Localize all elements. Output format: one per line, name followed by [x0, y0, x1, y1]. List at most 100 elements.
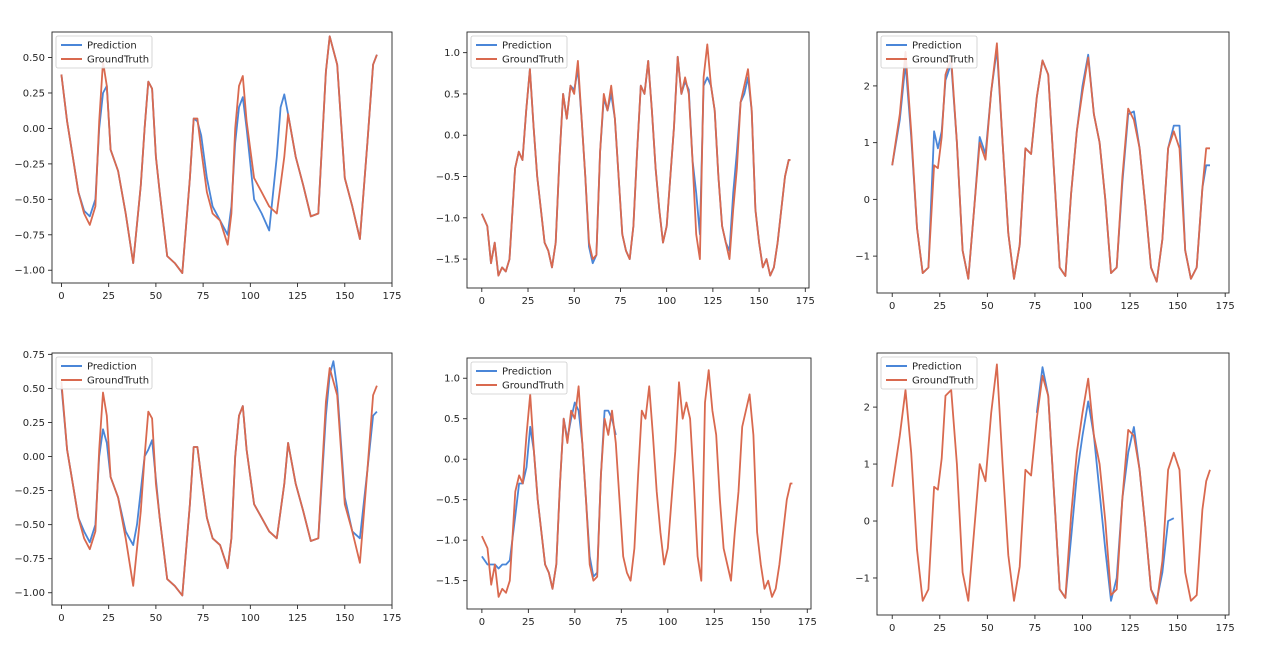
y-tick-label: 0.75: [23, 350, 45, 361]
legend: Prediction GroundTruth: [880, 35, 978, 69]
y-tick-label: −1.5: [436, 576, 460, 587]
x-tick-label: 175: [798, 617, 817, 628]
groundtruth-line: [891, 42, 1210, 283]
x-tick-label: 25: [933, 623, 946, 634]
y-tick-label: −0.75: [14, 230, 45, 241]
x-tick-label: 50: [150, 613, 163, 624]
y-tick-label: 1: [864, 138, 870, 149]
groundtruth-line: [481, 369, 793, 598]
legend: Prediction GroundTruth: [470, 35, 568, 69]
x-tick-label: 125: [288, 291, 307, 302]
x-tick-label: 100: [1073, 301, 1092, 312]
x-tick-label: 175: [1216, 301, 1235, 312]
y-tick-label: 0.25: [23, 418, 45, 429]
x-tick-label: 125: [705, 617, 724, 628]
y-tick-label: −1: [855, 573, 870, 584]
groundtruth-line: [480, 43, 791, 277]
axes-frame: [466, 31, 810, 289]
y-tick-label: 0.5: [444, 89, 460, 100]
x-tick-label: 25: [102, 291, 115, 302]
groundtruth-line: [60, 367, 378, 597]
legend: Prediction GroundTruth: [880, 356, 978, 390]
legend-prediction-label: Prediction: [87, 362, 137, 373]
x-tick-label: 50: [150, 291, 163, 302]
y-tick-label: 1.0: [444, 48, 460, 59]
x-tick-label: 100: [241, 291, 260, 302]
panel-3: 0 25 50 75 100 125 150 175 −1 0 1 2 Prediction Ground…: [855, 31, 1235, 312]
legend: Prediction GroundTruth: [55, 35, 153, 69]
groundtruth-line: [891, 363, 1211, 605]
panel-4: 0 25 50 75 100 125 150 175 −1.00 −0.75 −0.50 −0.25 0…: [14, 350, 401, 624]
x-tick-label: 50: [981, 623, 994, 634]
y-tick-label: 0.0: [444, 455, 460, 466]
y-tick-label: −1: [855, 252, 870, 263]
y-tick-label: −1.00: [14, 266, 45, 277]
x-tick-label: 75: [197, 613, 210, 624]
x-tick-label: 50: [568, 296, 581, 307]
x-tick-label: 100: [658, 617, 677, 628]
x-tick-label: 0: [479, 296, 485, 307]
x-tick-label: 25: [522, 617, 535, 628]
y-tick-label: 1: [864, 460, 870, 471]
axes-frame: [466, 357, 812, 610]
y-tick-label: −0.5: [436, 172, 460, 183]
x-tick-label: 100: [657, 296, 676, 307]
panel-1: 0 25 50 75 100 125 150 175 −1.00 −0.75 −0.50 −0.25 0…: [14, 31, 402, 302]
legend-groundtruth-label: GroundTruth: [87, 55, 149, 66]
x-tick-label: 175: [796, 296, 815, 307]
legend-prediction-label: Prediction: [87, 41, 137, 52]
x-tick-label: 125: [288, 613, 307, 624]
y-tick-label: −0.50: [14, 520, 45, 531]
y-tick-label: 0.0: [444, 131, 460, 142]
legend: Prediction GroundTruth: [55, 356, 153, 390]
legend-groundtruth-label: GroundTruth: [87, 376, 149, 387]
x-tick-label: 0: [479, 617, 485, 628]
x-tick-label: 100: [1073, 623, 1092, 634]
x-tick-label: 75: [1029, 301, 1042, 312]
legend-groundtruth-label: GroundTruth: [912, 55, 974, 66]
x-tick-label: 75: [1029, 623, 1042, 634]
y-tick-label: −0.75: [14, 554, 45, 565]
y-tick-label: 0.50: [23, 53, 45, 64]
y-tick-label: −0.50: [14, 195, 45, 206]
x-tick-label: 75: [197, 291, 210, 302]
y-tick-label: −0.5: [436, 495, 460, 506]
y-tick-label: −1.0: [436, 213, 460, 224]
y-tick-label: 2: [864, 81, 870, 92]
panel-2: 0 25 50 75 100 125 150 175 −1.5 −1.0 −0.5 0.0 0.5 1.0…: [436, 31, 815, 307]
x-tick-label: 25: [522, 296, 535, 307]
x-tick-label: 25: [933, 301, 946, 312]
x-tick-label: 150: [751, 617, 770, 628]
x-tick-label: 0: [889, 623, 895, 634]
y-tick-label: −1.0: [436, 536, 460, 547]
y-tick-label: 0.50: [23, 384, 45, 395]
axes-frame: [876, 352, 1230, 616]
y-tick-label: 0: [864, 195, 870, 206]
panel-5: 0 25 50 75 100 125 150 175 −1.5 −1.0 −0.5 0.0 0.5 1.0…: [436, 357, 817, 628]
x-tick-label: 175: [1216, 623, 1235, 634]
y-tick-label: −1.5: [436, 255, 460, 266]
x-tick-label: 75: [614, 296, 627, 307]
y-tick-label: −0.25: [14, 486, 45, 497]
y-tick-label: −1.00: [14, 588, 45, 599]
legend: Prediction GroundTruth: [470, 361, 568, 395]
x-tick-label: 175: [382, 291, 401, 302]
axes-frame: [51, 31, 393, 284]
x-tick-label: 100: [241, 613, 260, 624]
x-tick-label: 150: [1168, 623, 1187, 634]
y-tick-label: 0: [864, 517, 870, 528]
y-tick-label: 0.00: [23, 452, 45, 463]
x-tick-label: 25: [102, 613, 115, 624]
legend-prediction-label: Prediction: [912, 362, 962, 373]
x-tick-label: 50: [981, 301, 994, 312]
legend-prediction-label: Prediction: [502, 41, 552, 52]
x-tick-label: 150: [1168, 301, 1187, 312]
x-tick-label: 50: [568, 617, 581, 628]
legend-groundtruth-label: GroundTruth: [502, 55, 564, 66]
x-tick-label: 0: [58, 291, 64, 302]
legend-prediction-label: Prediction: [502, 367, 552, 378]
x-tick-label: 125: [703, 296, 722, 307]
x-tick-label: 150: [335, 613, 354, 624]
x-tick-label: 125: [1121, 623, 1140, 634]
x-tick-label: 75: [615, 617, 628, 628]
